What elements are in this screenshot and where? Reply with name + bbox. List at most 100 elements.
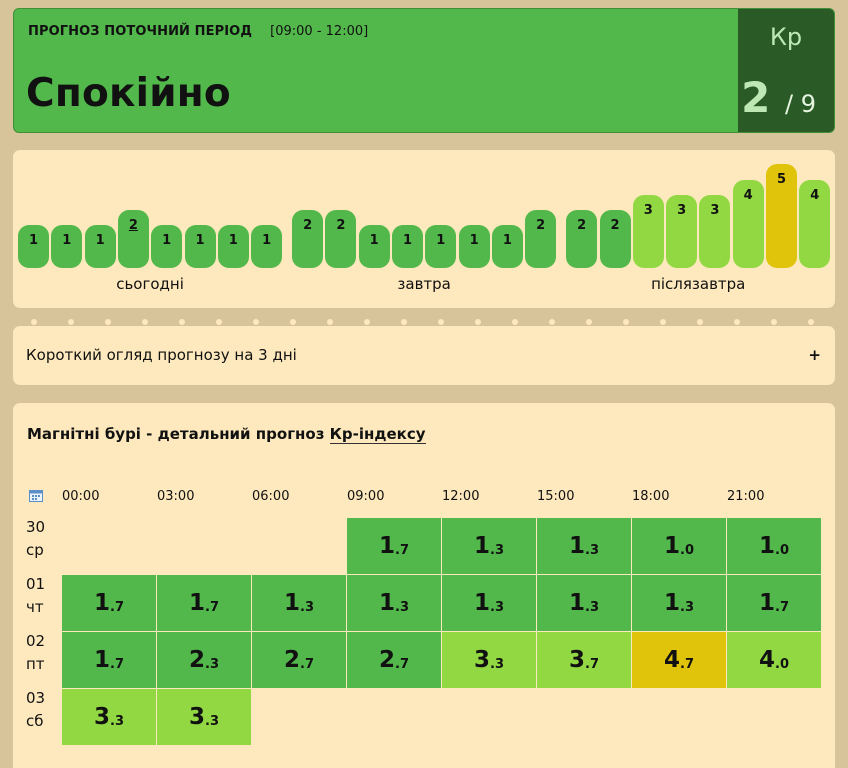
detail-title: Магнітні бурі - детальний прогноз Кр-інд… <box>27 425 426 444</box>
kp-integer: 3 <box>569 647 586 673</box>
kp-bar-value: 5 <box>776 172 787 187</box>
kp-bar-value: 1 <box>228 233 238 248</box>
kp-forecast-cell: 3.7 <box>537 632 631 688</box>
kp-bar: 3 <box>699 195 731 268</box>
kp-fraction: .7 <box>775 599 789 615</box>
period-time: [09:00 - 12:00] <box>270 24 369 39</box>
kp-integer: 1 <box>189 590 206 616</box>
divider-dot <box>253 319 259 325</box>
date-day: 01 <box>26 575 46 593</box>
summary-accordion[interactable]: Короткий огляд прогнозу на 3 дні + <box>13 326 835 385</box>
kp-fraction: .3 <box>490 656 504 672</box>
kp-fraction: .3 <box>395 599 409 615</box>
kp-bar: 4 <box>799 180 831 268</box>
kp-forecast-cell: 3.3 <box>62 689 156 745</box>
date-day: 02 <box>26 632 46 650</box>
kp-forecast-cell: 1.7 <box>157 575 251 631</box>
kp-fraction: .3 <box>205 656 219 672</box>
kp-fraction: .7 <box>585 656 599 672</box>
kp-bar-value: 2 <box>577 218 587 233</box>
kp-integer: 1 <box>94 590 111 616</box>
time-column-header: 15:00 <box>537 489 575 504</box>
kp-fraction: .7 <box>110 599 124 615</box>
kp-integer: 2 <box>189 647 206 673</box>
date-row-label: 30 ср <box>26 516 45 562</box>
kp-fraction: .7 <box>110 656 124 672</box>
kp-bar-value: 4 <box>743 188 753 203</box>
kp-forecast-cell: 4.0 <box>727 632 821 688</box>
kp-forecast-cell: 2.3 <box>157 632 251 688</box>
divider-dot <box>216 319 222 325</box>
kp-fraction: .3 <box>490 599 504 615</box>
kp-bar-value: 1 <box>262 233 272 248</box>
date-day: 03 <box>26 689 46 707</box>
kp-bar-value: 2 <box>536 218 546 233</box>
kp-current-value: 2 <box>741 73 771 122</box>
time-column-header: 18:00 <box>632 489 670 504</box>
kp-forecast-cell: 1.3 <box>347 575 441 631</box>
kp-title: Кр <box>769 23 803 51</box>
kp-forecast-cell: 1.7 <box>62 575 156 631</box>
kp-forecast-cell: 1.0 <box>727 518 821 574</box>
divider-dot <box>808 319 814 325</box>
kp-bar-value: 1 <box>195 233 205 248</box>
divider-dot <box>586 319 592 325</box>
kp-integer: 1 <box>474 533 491 559</box>
kp-forecast-cell: 1.3 <box>252 575 346 631</box>
kp-fraction: .3 <box>110 713 124 729</box>
divider-dot <box>623 319 629 325</box>
kp-bar: 1 <box>491 225 523 268</box>
kp-bar: 3 <box>632 195 664 268</box>
kp-forecast-cell: 2.7 <box>347 632 441 688</box>
kp-bar: 1 <box>217 225 249 268</box>
kp-bar: 4 <box>732 180 764 268</box>
kp-bar: 5 <box>766 164 797 268</box>
divider-dot <box>697 319 703 325</box>
divider-dot <box>475 319 481 325</box>
kp-integer: 1 <box>94 647 111 673</box>
kp-forecast-cell: 1.3 <box>442 518 536 574</box>
kp-bar: 2 <box>525 210 557 268</box>
kp-forecast-cell: 2.7 <box>252 632 346 688</box>
kp-fraction: .0 <box>775 656 789 672</box>
divider-dot <box>142 319 148 325</box>
divider-dot <box>105 319 111 325</box>
kp-index-link[interactable]: Кр-індексу <box>329 425 426 444</box>
expand-plus-icon[interactable]: + <box>808 346 821 364</box>
kp-value: 2 / 9 <box>741 73 816 122</box>
date-weekday: ср <box>26 541 44 559</box>
kp-bar: 3 <box>666 195 698 268</box>
time-column-header: 21:00 <box>727 489 765 504</box>
kp-integer: 3 <box>474 647 491 673</box>
kp-bar: 1 <box>251 225 283 268</box>
kp-bar: 2 <box>599 210 631 268</box>
kp-fraction: .0 <box>775 542 789 558</box>
kp-forecast-cell: 3.3 <box>157 689 251 745</box>
kp-bar: 1 <box>151 225 183 268</box>
kp-fraction: .3 <box>680 599 694 615</box>
kp-bar-value: 1 <box>62 233 72 248</box>
kp-fraction: .3 <box>585 599 599 615</box>
kp-forecast-cell: 1.3 <box>537 575 631 631</box>
kp-bar: 1 <box>84 225 116 268</box>
kp-integer: 1 <box>759 533 776 559</box>
calendar-icon <box>29 490 43 502</box>
kp-forecast-cell: 1.3 <box>537 518 631 574</box>
kp-bar-value: 2 <box>303 218 313 233</box>
divider-dot <box>512 319 518 325</box>
kp-forecast-cell: 1.3 <box>442 575 536 631</box>
panel-divider-dots <box>13 319 835 329</box>
kp-forecast-cell: 1.0 <box>632 518 726 574</box>
kp-bar: 2 <box>292 210 324 268</box>
current-forecast-header: ПРОГНОЗ ПОТОЧНИЙ ПЕРІОД [09:00 - 12:00] … <box>13 8 835 133</box>
divider-dot <box>327 319 333 325</box>
kp-fraction: .7 <box>300 656 314 672</box>
detail-title-text: Магнітні бурі - детальний прогноз <box>27 425 330 443</box>
kp-bar: 1 <box>392 225 423 268</box>
kp-fraction: .7 <box>205 599 219 615</box>
kp-forecast-cell: 1.7 <box>62 632 156 688</box>
kp-bar-value: 2 <box>610 218 620 233</box>
kp-integer: 1 <box>379 533 396 559</box>
day-label: завтра <box>397 275 451 293</box>
kp-fraction: .7 <box>395 542 409 558</box>
